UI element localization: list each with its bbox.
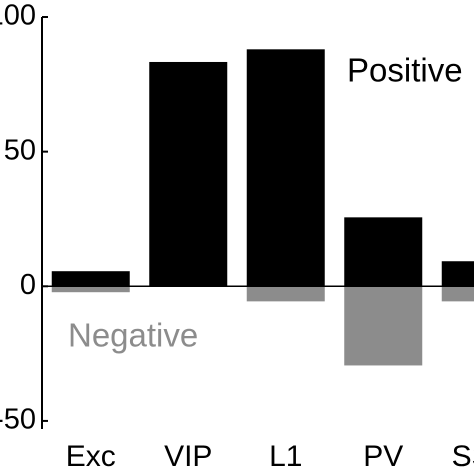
x-tick-label: SST — [452, 440, 474, 473]
bar — [246, 49, 325, 287]
bar — [246, 286, 325, 302]
y-tick-label: 100 — [0, 0, 36, 32]
y-tick-label: 50 — [4, 134, 36, 166]
bar — [344, 286, 423, 366]
bar — [441, 286, 474, 302]
legend-label: Positive — [347, 52, 463, 89]
bar — [51, 271, 130, 287]
legend-label: Negative — [68, 317, 198, 354]
bar — [149, 61, 228, 287]
x-tick-label: PV — [363, 440, 403, 473]
bar — [51, 286, 130, 293]
y-tick-label: -50 — [0, 404, 36, 436]
y-tick-label: 0 — [20, 269, 36, 301]
bar — [441, 261, 474, 287]
x-tick-label: Exc — [66, 440, 116, 473]
x-tick-label: L1 — [269, 440, 302, 473]
x-tick-label: VIP — [164, 440, 212, 473]
bar — [344, 217, 423, 287]
